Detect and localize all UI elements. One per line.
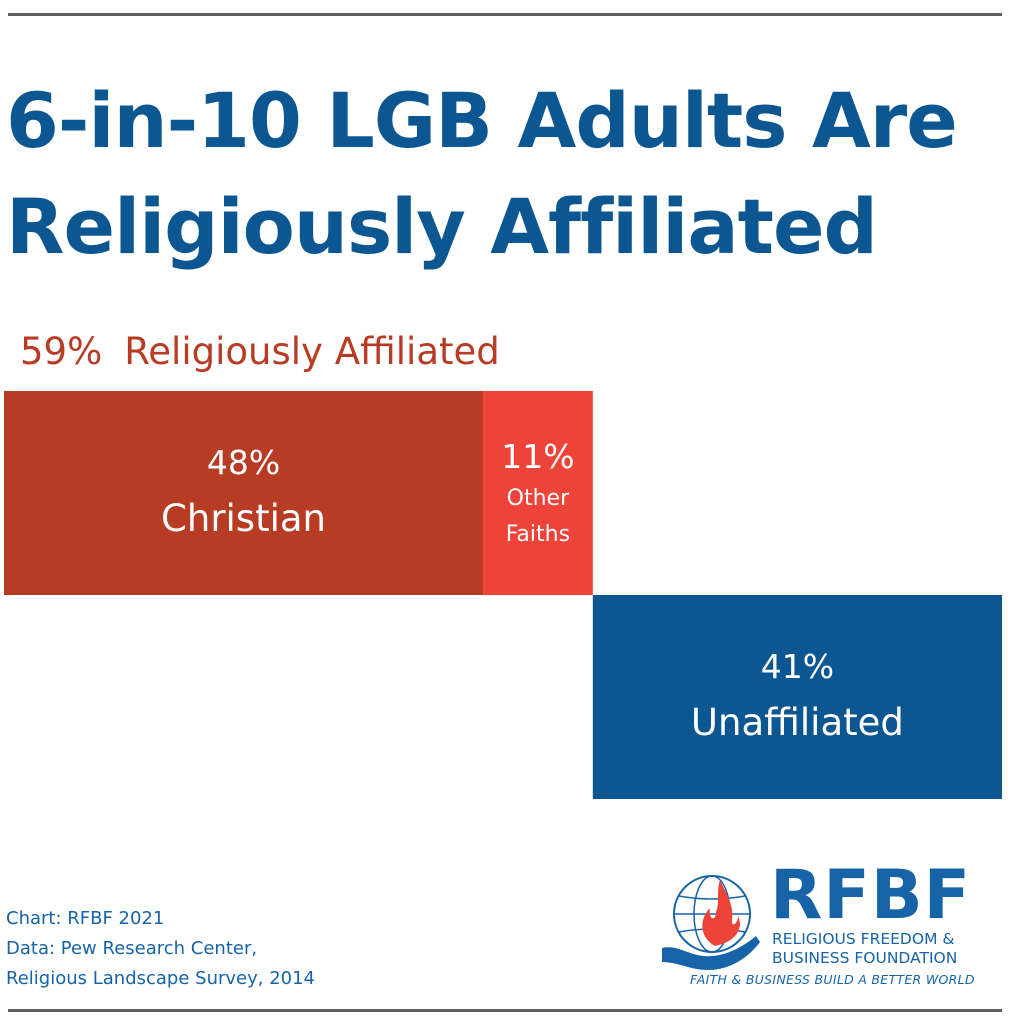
rfbf-logo: RFBF RELIGIOUS FREEDOM & BUSINESS FOUNDA…: [660, 856, 1000, 992]
unaffiliated-category-label: Unaffiliated: [690, 701, 904, 744]
source-credits: Chart: RFBF 2021 Data: Pew Research Cent…: [6, 904, 315, 994]
bar-christian: [4, 391, 484, 595]
bar-unaffiliated: [592, 595, 1002, 799]
logo-acronym: RFBF: [770, 856, 972, 935]
logo-tagline: FAITH & BUSINESS BUILD A BETTER WORLD: [690, 972, 975, 987]
affiliated-group-label: 59% Religiously Affiliated: [20, 330, 500, 373]
credit-chart: Chart: RFBF 2021: [6, 908, 165, 929]
top-rule: [8, 13, 1002, 16]
christian-category-label: Christian: [161, 497, 326, 540]
christian-pct-label: 48%: [206, 443, 281, 482]
chart-title-line-2: Religiously Affiliated: [6, 182, 878, 271]
affiliated-pct: 59%: [20, 330, 103, 373]
other-faiths-bar-label: 11% Other Faiths: [483, 433, 593, 553]
credit-survey: Religious Landscape Survey, 2014: [6, 968, 316, 989]
logo-org-line-2: BUSINESS FOUNDATION: [772, 949, 958, 967]
chart-title: 6-in-10 LGB Adults Are Religiously Affil…: [6, 68, 1006, 280]
christian-bar-label: 48% Christian: [4, 437, 483, 549]
bottom-rule: [8, 1009, 1002, 1012]
unaffiliated-pct-label: 41%: [760, 647, 835, 686]
chart-title-line-1: 6-in-10 LGB Adults Are: [6, 76, 958, 165]
bar-other: [483, 391, 593, 595]
affiliated-label: Religiously Affiliated: [124, 330, 500, 373]
other-faiths-pct-label: 11%: [501, 437, 575, 476]
credit-data: Data: Pew Research Center,: [6, 938, 258, 959]
other-faiths-label-line-2: Faiths: [505, 522, 571, 547]
logo-org-line-1: RELIGIOUS FREEDOM &: [772, 930, 955, 948]
other-faiths-label-line-1: Other: [506, 486, 570, 511]
globe-flame-hand-icon: [662, 875, 760, 970]
logo-organization-name: RELIGIOUS FREEDOM & BUSINESS FOUNDATION: [772, 930, 957, 968]
unaffiliated-bar-label: 41% Unaffiliated: [593, 641, 1002, 753]
